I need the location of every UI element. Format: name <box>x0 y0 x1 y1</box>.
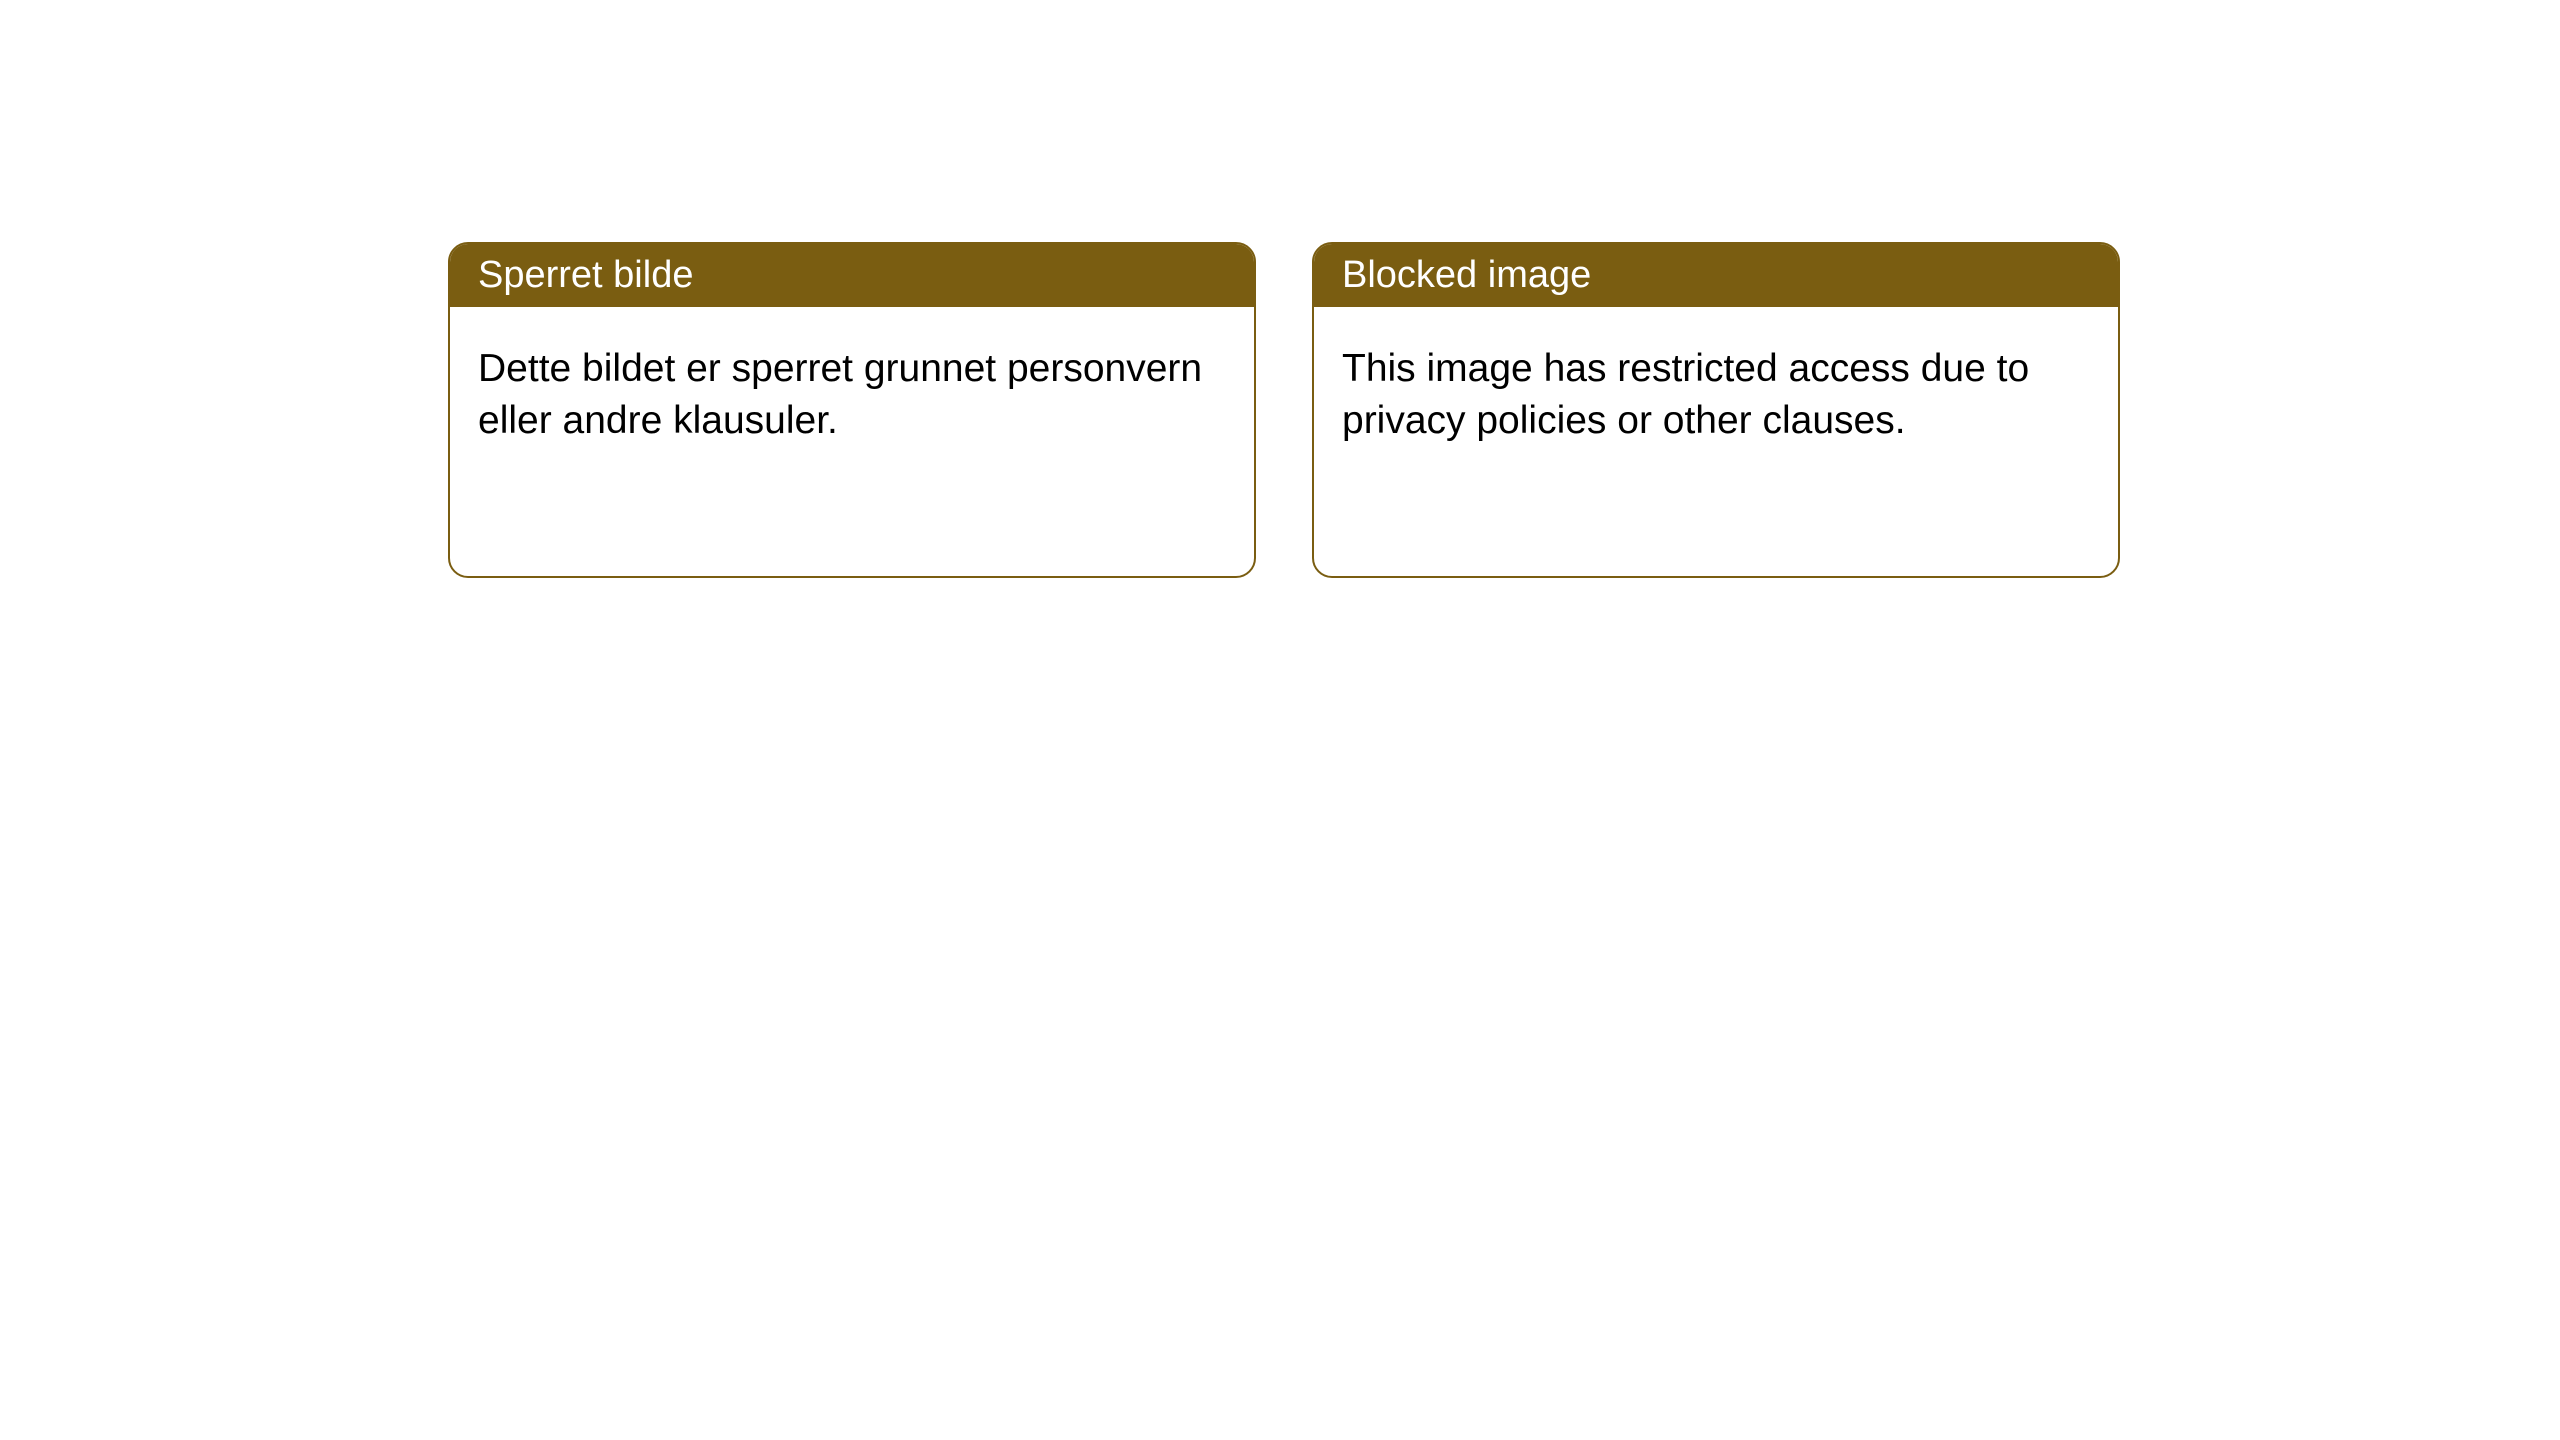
card-header: Blocked image <box>1314 244 2118 307</box>
card-body: This image has restricted access due to … <box>1314 307 2118 483</box>
notice-card-norwegian: Sperret bilde Dette bildet er sperret gr… <box>448 242 1256 578</box>
notice-card-english: Blocked image This image has restricted … <box>1312 242 2120 578</box>
card-header: Sperret bilde <box>450 244 1254 307</box>
card-title: Blocked image <box>1342 254 1591 296</box>
notice-container: Sperret bilde Dette bildet er sperret gr… <box>0 0 2560 578</box>
card-body: Dette bildet er sperret grunnet personve… <box>450 307 1254 483</box>
card-body-text: Dette bildet er sperret grunnet personve… <box>478 347 1202 442</box>
card-body-text: This image has restricted access due to … <box>1342 347 2029 442</box>
card-title: Sperret bilde <box>478 254 693 296</box>
